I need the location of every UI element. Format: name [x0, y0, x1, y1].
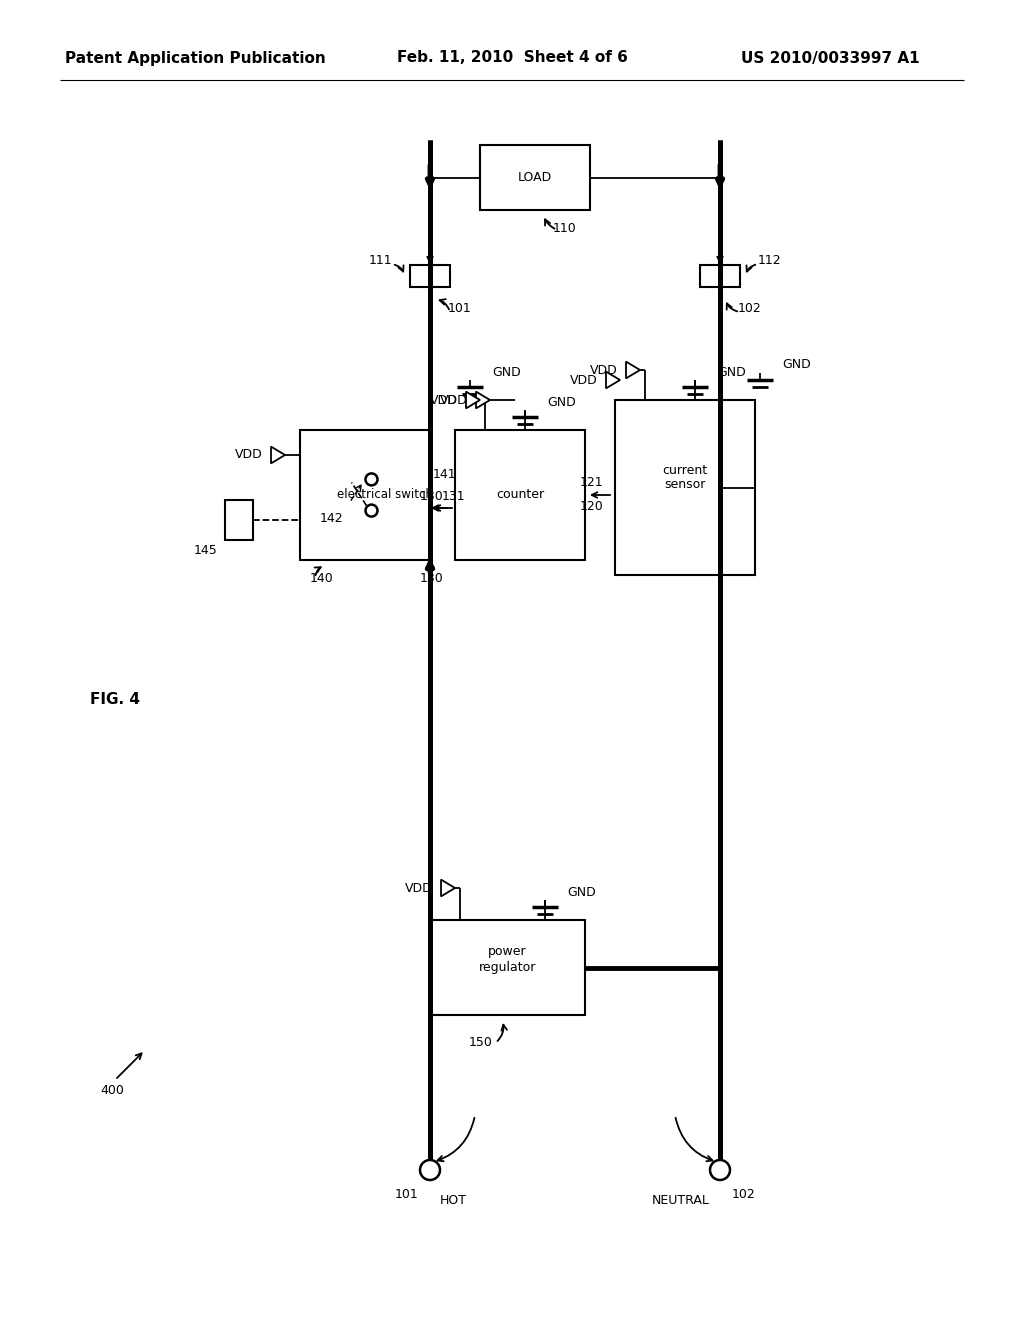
Text: 145: 145	[194, 544, 217, 557]
Text: 141: 141	[433, 467, 457, 480]
Text: GND: GND	[567, 886, 596, 899]
Bar	[480, 145, 590, 210]
Text: US 2010/0033997 A1: US 2010/0033997 A1	[740, 50, 920, 66]
Text: electrical switch: electrical switch	[337, 488, 432, 502]
Polygon shape	[606, 372, 620, 388]
Text: VDD: VDD	[570, 374, 598, 387]
Text: HOT: HOT	[440, 1193, 467, 1206]
Text: 130: 130	[419, 572, 443, 585]
Text: 150: 150	[469, 1036, 493, 1049]
Text: VDD: VDD	[430, 393, 458, 407]
Polygon shape	[271, 446, 285, 463]
Polygon shape	[626, 362, 640, 379]
Text: Feb. 11, 2010  Sheet 4 of 6: Feb. 11, 2010 Sheet 4 of 6	[396, 50, 628, 66]
Text: counter: counter	[496, 488, 544, 502]
Circle shape	[366, 474, 378, 486]
Text: 120: 120	[580, 500, 603, 513]
Text: LOAD: LOAD	[518, 172, 552, 183]
Circle shape	[420, 1160, 440, 1180]
Text: 101: 101	[394, 1188, 418, 1201]
Text: 102: 102	[738, 302, 762, 315]
Text: GND: GND	[717, 366, 745, 379]
Text: VDD: VDD	[440, 393, 468, 407]
Bar	[225, 500, 253, 540]
Text: 102: 102	[732, 1188, 756, 1201]
Text: GND: GND	[547, 396, 575, 408]
Text: GND: GND	[492, 366, 521, 379]
Text: 110: 110	[553, 222, 577, 235]
Text: 101: 101	[449, 302, 472, 315]
Circle shape	[710, 1160, 730, 1180]
Circle shape	[366, 504, 378, 516]
Bar	[455, 430, 585, 560]
Bar	[430, 920, 585, 1015]
Text: 400: 400	[100, 1084, 124, 1097]
Bar	[615, 400, 755, 576]
Text: 140: 140	[310, 572, 334, 585]
Text: 112: 112	[758, 255, 781, 268]
Text: power
regulator: power regulator	[479, 945, 537, 974]
Polygon shape	[476, 392, 490, 408]
Text: VDD: VDD	[590, 363, 618, 376]
Text: VDD: VDD	[406, 882, 433, 895]
Text: 111: 111	[369, 255, 392, 268]
Polygon shape	[466, 392, 480, 408]
Bar	[300, 430, 430, 560]
Text: VDD: VDD	[236, 449, 263, 462]
Text: 121: 121	[580, 477, 603, 490]
Text: 130: 130	[419, 490, 443, 503]
Bar	[410, 265, 450, 286]
Text: current
sensor: current sensor	[663, 463, 708, 491]
Text: GND: GND	[782, 359, 811, 371]
Text: Patent Application Publication: Patent Application Publication	[65, 50, 326, 66]
Text: FIG. 4: FIG. 4	[90, 693, 140, 708]
Text: 142: 142	[319, 512, 343, 525]
Text: NEUTRAL: NEUTRAL	[652, 1193, 710, 1206]
Bar	[700, 265, 740, 286]
Polygon shape	[441, 879, 455, 896]
Text: 131: 131	[442, 490, 466, 503]
